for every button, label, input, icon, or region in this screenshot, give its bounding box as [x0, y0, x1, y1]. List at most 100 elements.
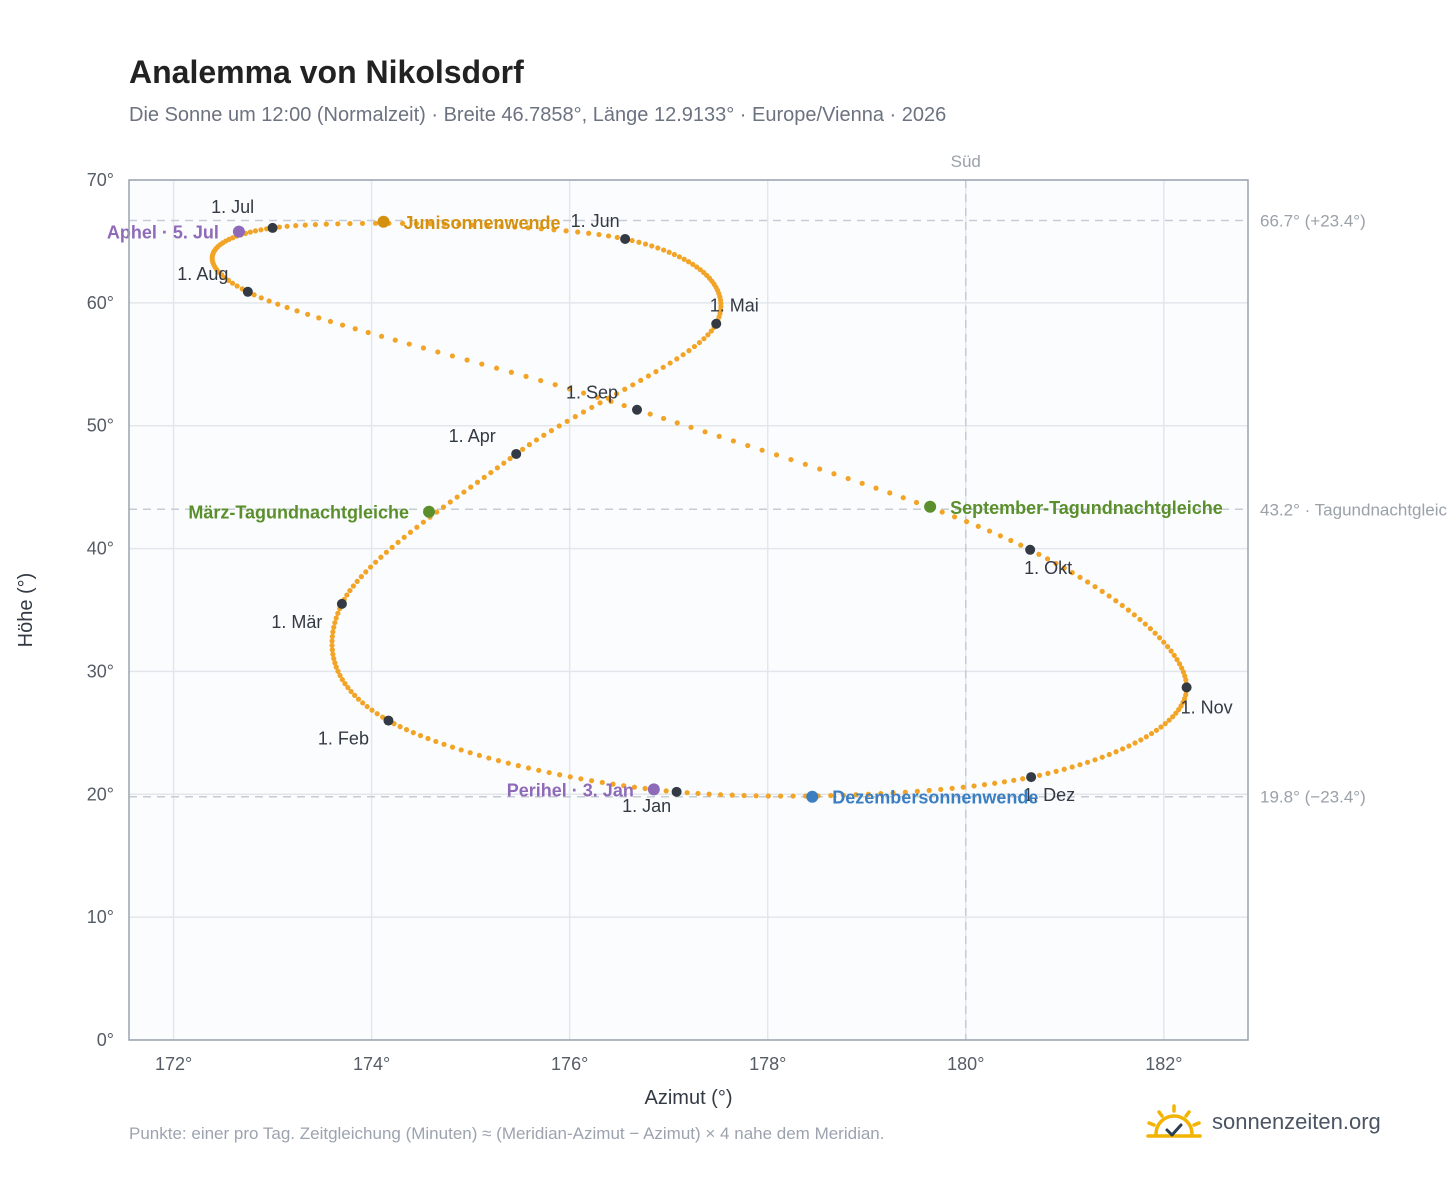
day-point — [507, 455, 513, 462]
day-point — [971, 783, 977, 789]
day-point — [599, 779, 605, 786]
day-point — [661, 247, 667, 253]
day-point — [420, 345, 427, 351]
day-point — [1148, 730, 1155, 737]
day-point — [505, 760, 511, 766]
day-point — [1001, 779, 1008, 785]
y-tick-label: 10° — [87, 907, 114, 927]
day-point — [1053, 768, 1059, 774]
day-point — [420, 519, 426, 525]
event-label: Junisonnenwende — [403, 213, 560, 233]
day-point — [680, 352, 686, 358]
month-label: 1. Apr — [449, 426, 496, 446]
day-point — [1077, 574, 1083, 580]
meridian-label: Süd — [951, 152, 981, 171]
day-point — [333, 615, 339, 621]
brand[interactable]: sonnenzeiten.org — [1146, 1100, 1381, 1144]
footnote: Punkte: einer pro Tag. Zeitgleichung (Mi… — [129, 1124, 885, 1143]
day-point — [410, 730, 416, 736]
day-point — [1176, 661, 1183, 667]
day-point — [1119, 602, 1125, 609]
reference-lines: Süd 66.7° (+23.4°) 43.2° · Tagundnachtglei… — [129, 152, 1448, 1040]
day-point — [333, 664, 339, 670]
day-point — [397, 724, 403, 730]
y-tick-label: 30° — [87, 661, 114, 681]
day-point — [621, 402, 627, 409]
month-point — [1026, 772, 1037, 783]
day-point — [1036, 772, 1043, 778]
day-point — [1018, 542, 1024, 548]
day-point — [251, 292, 257, 298]
day-point — [294, 308, 300, 314]
day-point — [1153, 727, 1160, 733]
day-point — [566, 386, 573, 392]
y-tick-label: 60° — [87, 293, 114, 313]
day-point — [622, 386, 628, 392]
day-point — [252, 228, 259, 234]
day-point — [717, 792, 724, 798]
day-point — [853, 792, 859, 798]
analemma-curve — [209, 220, 1190, 799]
event-point — [806, 790, 819, 803]
day-point — [332, 620, 338, 626]
brand-name[interactable]: sonnenzeiten.org — [1212, 1109, 1381, 1134]
day-point — [701, 336, 707, 342]
day-point — [329, 633, 335, 640]
day-point — [685, 259, 692, 265]
chart-title: Analemma von Nikolsdorf — [129, 54, 524, 90]
day-point — [335, 221, 341, 227]
day-point — [258, 295, 264, 301]
day-point — [468, 484, 474, 490]
event-point — [423, 505, 436, 518]
day-point — [741, 792, 747, 799]
day-point — [1170, 714, 1176, 720]
day-point — [674, 420, 680, 426]
day-point — [406, 341, 412, 347]
day-point — [594, 394, 601, 400]
day-point — [229, 280, 236, 286]
day-point — [716, 433, 722, 439]
month-point — [336, 598, 347, 609]
day-point — [660, 364, 666, 370]
day-point — [845, 475, 851, 482]
day-point — [778, 793, 784, 799]
day-point — [365, 329, 371, 336]
day-point — [557, 772, 563, 778]
day-point — [342, 681, 348, 687]
day-point — [414, 524, 420, 530]
day-point — [395, 539, 401, 545]
event-label: Perihel · 3. Jan — [507, 780, 634, 800]
day-point — [327, 318, 334, 325]
day-point — [588, 778, 595, 784]
month-label: 1. Mai — [710, 296, 759, 316]
day-point — [359, 220, 366, 227]
day-point — [706, 791, 712, 797]
day-point — [1171, 652, 1177, 658]
plot-background — [129, 180, 1248, 1040]
day-point — [1168, 648, 1174, 654]
day-point — [1061, 565, 1067, 571]
day-point — [467, 750, 473, 756]
day-point — [1036, 551, 1042, 557]
day-point — [1182, 673, 1188, 679]
day-point — [358, 574, 364, 580]
day-point — [440, 504, 447, 510]
day-point — [1173, 710, 1179, 716]
day-point — [630, 382, 636, 388]
day-point — [449, 353, 455, 359]
day-point — [914, 788, 920, 794]
day-point — [1126, 743, 1132, 749]
day-point — [433, 738, 439, 745]
y-tick-label: 40° — [87, 539, 114, 559]
day-point — [1053, 560, 1059, 567]
day-point — [330, 629, 336, 635]
day-point — [636, 239, 642, 245]
day-point — [434, 509, 440, 515]
day-point — [1143, 734, 1149, 740]
reference-line-label: 43.2° · Tagundnachtgleiche — [1260, 500, 1448, 519]
day-point — [1162, 721, 1168, 727]
day-point — [225, 277, 231, 283]
day-point — [1092, 757, 1098, 763]
day-point — [305, 311, 311, 317]
day-point — [234, 283, 240, 289]
